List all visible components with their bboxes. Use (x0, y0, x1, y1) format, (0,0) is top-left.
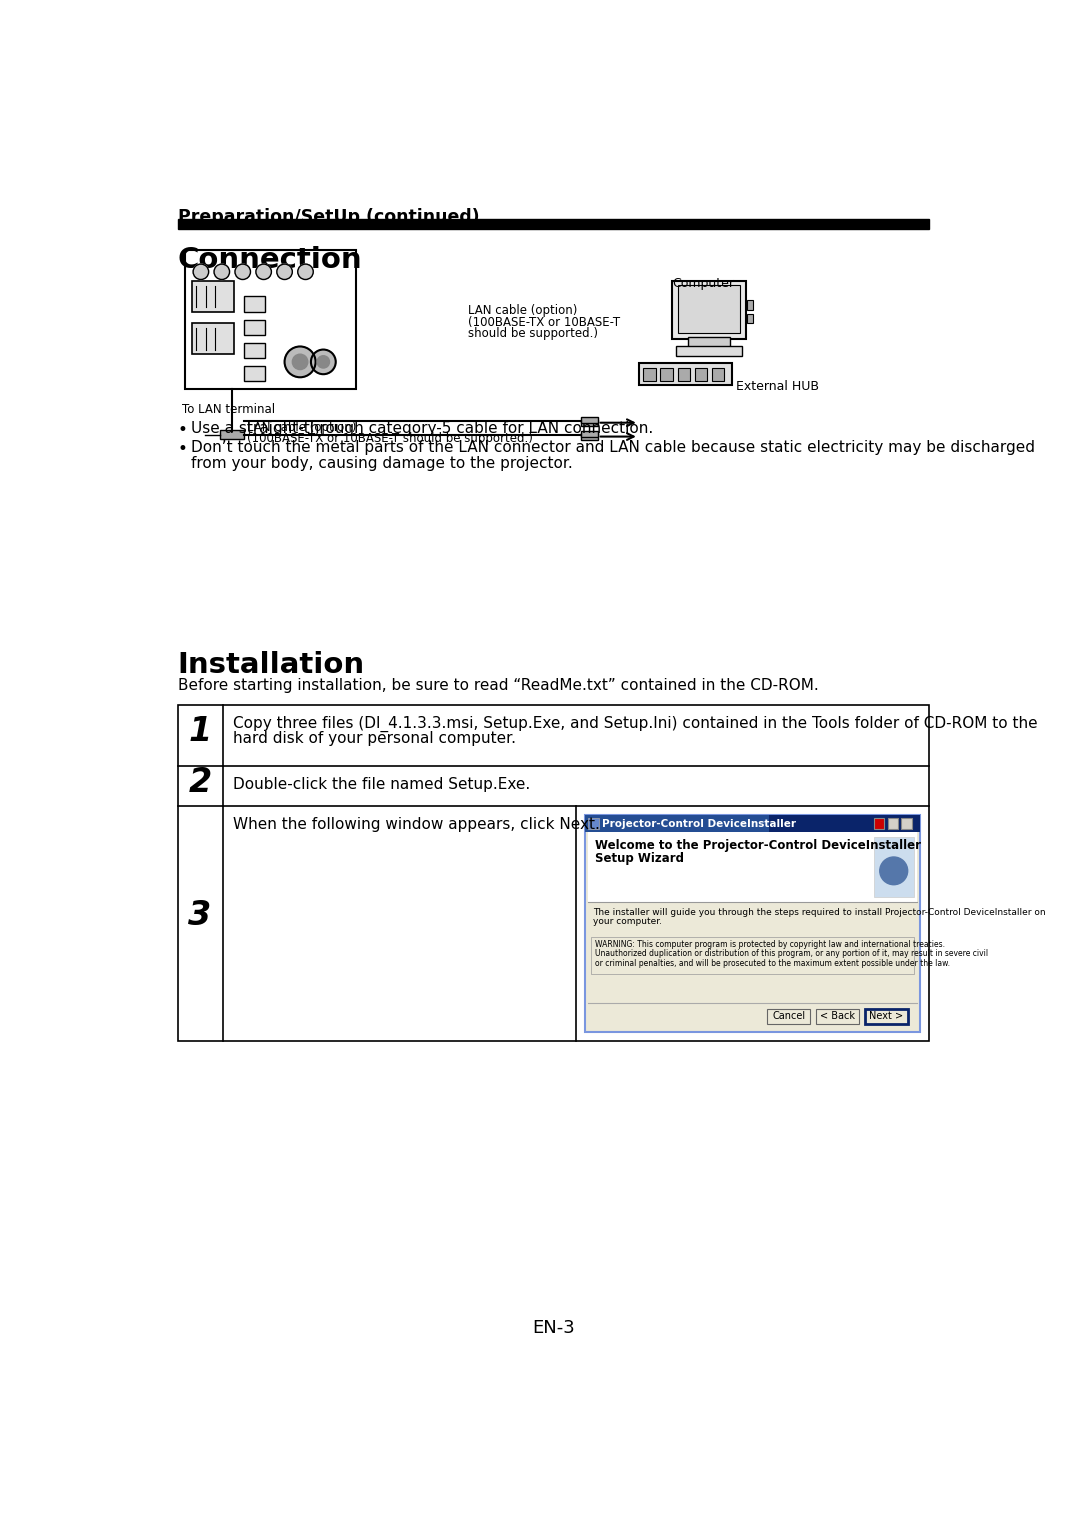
Text: your computer.: your computer. (593, 918, 662, 925)
Text: hard disk of your personal computer.: hard disk of your personal computer. (233, 731, 516, 745)
Bar (585, 815, 920, 832)
Bar (191, 281, 234, 312)
Text: To LAN terminal: To LAN terminal (181, 403, 274, 415)
Text: Unauthorized duplication or distribution of this program, or any portion of it, : Unauthorized duplication or distribution… (595, 950, 988, 959)
Bar (874, 818, 885, 829)
Bar (644, 368, 656, 382)
Text: Computer: Computer (672, 278, 734, 290)
Bar (581, 417, 597, 423)
Bar (678, 286, 740, 333)
Bar (712, 368, 724, 382)
Bar (688, 337, 730, 348)
Text: or criminal penalties, and will be prosecuted to the maximum extent possible und: or criminal penalties, and will be prose… (595, 959, 949, 968)
Circle shape (318, 356, 329, 368)
Text: 3: 3 (189, 899, 212, 933)
Bar (243, 296, 266, 312)
FancyArrowPatch shape (600, 434, 634, 440)
Text: •: • (177, 440, 188, 458)
Text: Use a straight-through category-5 cable for LAN connection.: Use a straight-through category-5 cable … (191, 421, 653, 437)
Bar (747, 301, 754, 310)
Bar (243, 342, 266, 357)
Bar (589, 832, 917, 901)
Text: When the following window appears, click Next.: When the following window appears, click… (233, 817, 600, 832)
Text: EN-3: EN-3 (532, 1319, 575, 1338)
Text: (100BASE-TX or 10BASE-T should be supported.): (100BASE-TX or 10BASE-T should be suppor… (247, 432, 534, 444)
Text: 2: 2 (189, 767, 212, 799)
Bar (672, 281, 745, 339)
Bar (581, 420, 597, 426)
Bar (243, 319, 266, 334)
Text: Double-click the file named Setup.Exe.: Double-click the file named Setup.Exe. (233, 777, 530, 793)
Bar (186, 250, 356, 389)
Text: Next >: Next > (869, 1011, 904, 1022)
Bar (888, 818, 899, 829)
Bar (191, 324, 234, 354)
Text: Before starting installation, be sure to read “ReadMe.txt” contained in the CD-R: Before starting installation, be sure to… (177, 678, 819, 693)
Bar (581, 434, 597, 440)
Bar (585, 815, 769, 832)
Circle shape (284, 347, 315, 377)
Bar (768, 1009, 810, 1025)
Bar (902, 818, 913, 829)
Circle shape (880, 857, 907, 884)
Text: Cancel: Cancel (772, 1011, 806, 1022)
Bar (677, 368, 690, 382)
Text: LAN cable (option): LAN cable (option) (247, 421, 356, 434)
Text: 1: 1 (189, 715, 212, 748)
Bar (581, 431, 597, 437)
Text: •: • (177, 421, 188, 440)
Bar (592, 938, 914, 974)
Bar (816, 1009, 859, 1025)
Bar (874, 837, 914, 896)
Text: Don’t touch the metal parts of the LAN connector and LAN cable because static el: Don’t touch the metal parts of the LAN c… (191, 440, 1035, 455)
Text: Welcome to the Projector-Control DeviceInstaller: Welcome to the Projector-Control DeviceI… (595, 838, 920, 852)
Bar (177, 704, 930, 1041)
Bar (694, 368, 707, 382)
Bar (865, 1009, 907, 1025)
Bar (177, 220, 930, 229)
Bar (585, 815, 920, 1032)
Circle shape (235, 264, 251, 279)
Bar (220, 429, 243, 438)
Circle shape (193, 264, 208, 279)
Circle shape (276, 264, 293, 279)
Bar (589, 818, 599, 829)
Text: Connection: Connection (177, 246, 362, 275)
Circle shape (311, 350, 336, 374)
Text: from your body, causing damage to the projector.: from your body, causing damage to the pr… (191, 457, 572, 470)
Text: Preparation/SetUp (continued): Preparation/SetUp (continued) (177, 208, 480, 226)
Text: Setup Wizard: Setup Wizard (595, 852, 684, 866)
Text: External HUB: External HUB (735, 380, 819, 394)
Text: The installer will guide you through the steps required to install Projector-Con: The installer will guide you through the… (593, 909, 1045, 916)
Circle shape (298, 264, 313, 279)
Text: LAN cable (option): LAN cable (option) (469, 304, 578, 318)
FancyArrowPatch shape (600, 420, 634, 426)
Text: (100BASE-TX or 10BASE-T: (100BASE-TX or 10BASE-T (469, 316, 620, 328)
Text: < Back: < Back (820, 1011, 855, 1022)
Circle shape (293, 354, 308, 370)
Text: should be supported.): should be supported.) (469, 327, 598, 341)
Text: Projector-Control DeviceInstaller: Projector-Control DeviceInstaller (602, 818, 796, 829)
Bar (243, 366, 266, 382)
Text: Installation: Installation (177, 651, 365, 678)
Circle shape (214, 264, 230, 279)
Text: Copy three files (DI_4.1.3.3.msi, Setup.Exe, and Setup.Ini) contained in the Too: Copy three files (DI_4.1.3.3.msi, Setup.… (233, 715, 1038, 731)
Bar (676, 347, 742, 356)
Bar (661, 368, 673, 382)
Bar (638, 363, 732, 385)
Bar (747, 315, 754, 324)
Circle shape (256, 264, 271, 279)
Text: WARNING: This computer program is protected by copyright law and international t: WARNING: This computer program is protec… (595, 941, 945, 950)
Bar (589, 901, 917, 1003)
